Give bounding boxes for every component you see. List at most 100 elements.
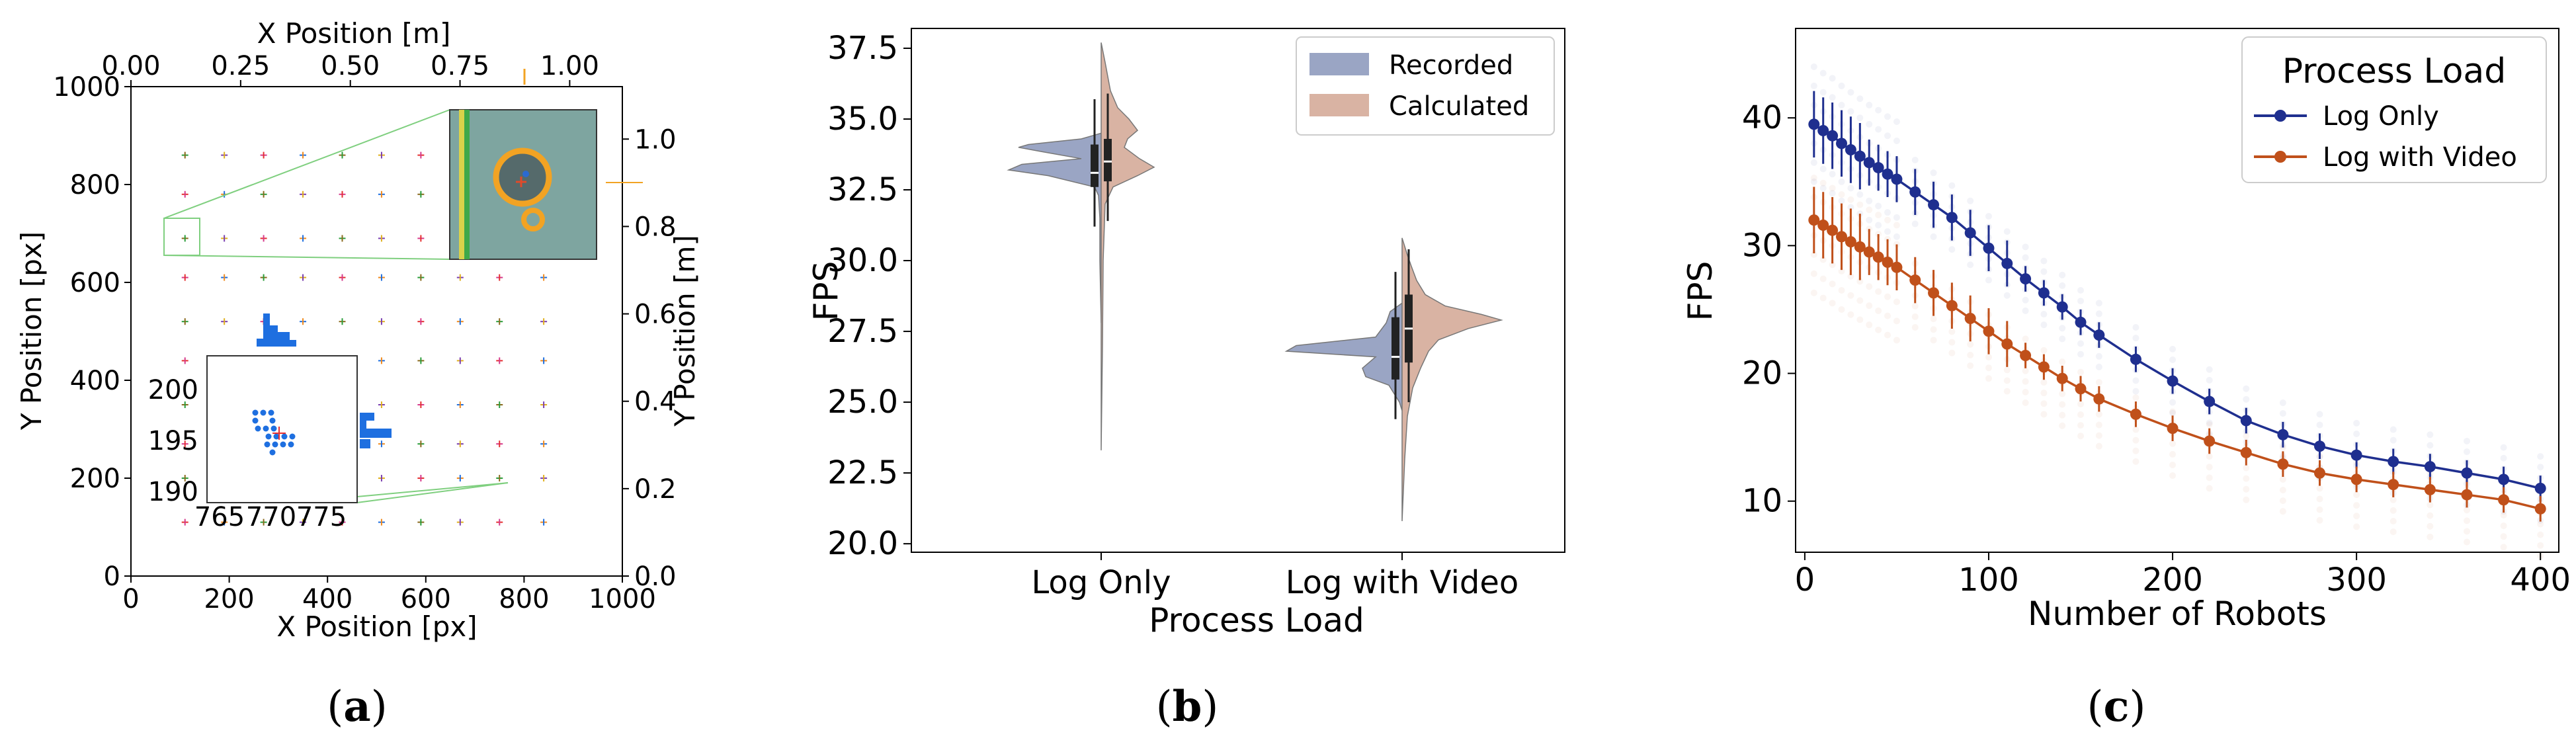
data-point bbox=[1882, 257, 1893, 269]
detection-marker bbox=[417, 151, 425, 159]
detection-marker bbox=[417, 519, 425, 526]
trial-point bbox=[1819, 294, 1827, 302]
trial-point bbox=[2500, 522, 2507, 530]
detection-marker bbox=[456, 519, 464, 526]
data-point bbox=[1817, 125, 1829, 137]
trial-point bbox=[1967, 197, 1974, 204]
trial-point bbox=[2427, 501, 2434, 509]
x-tick-label: 800 bbox=[499, 584, 549, 614]
trial-point bbox=[2279, 508, 2286, 515]
y-tick-label: 1000 bbox=[53, 72, 120, 103]
trial-point bbox=[2389, 528, 2397, 536]
detection-marker bbox=[417, 318, 425, 325]
y-tick-label: 400 bbox=[70, 366, 120, 396]
trial-point bbox=[2132, 458, 2140, 465]
data-point bbox=[2498, 494, 2510, 506]
inset-dot bbox=[255, 425, 261, 432]
data-point bbox=[1827, 130, 1839, 142]
trial-point bbox=[1856, 316, 1864, 323]
trial-point bbox=[2316, 495, 2323, 503]
y-tick-label: 10 bbox=[1742, 483, 1782, 520]
data-point bbox=[2240, 415, 2252, 427]
trial-point bbox=[1838, 178, 1845, 185]
inset-dot bbox=[263, 425, 269, 432]
data-point bbox=[1863, 157, 1875, 169]
x-axis-label: Number of Robots bbox=[2028, 595, 2327, 633]
detection-marker bbox=[300, 151, 307, 159]
data-point bbox=[2314, 440, 2326, 452]
data-point bbox=[2020, 350, 2032, 362]
trial-point bbox=[2059, 325, 2066, 332]
trial-point bbox=[2059, 335, 2066, 343]
trial-point bbox=[1847, 272, 1854, 280]
y-right-tick-label: 0.8 bbox=[634, 212, 677, 242]
trial-point bbox=[1875, 212, 1882, 219]
data-point bbox=[2001, 257, 2013, 269]
panel-b: 20.0 22.5 25.0 27.5 30.0 32.5 35.0 37.5 Log Onl… bbox=[807, 28, 1565, 731]
trial-point bbox=[1819, 179, 1827, 187]
trial-point bbox=[2243, 464, 2250, 472]
trial-point bbox=[1829, 94, 1836, 101]
trial-point bbox=[1838, 268, 1845, 275]
caption-a: (a) bbox=[327, 682, 387, 731]
trial-point bbox=[2059, 411, 2066, 419]
trial-point bbox=[2169, 408, 2177, 415]
trial-point bbox=[2077, 351, 2085, 358]
trial-point bbox=[1911, 324, 1919, 331]
data-point bbox=[1909, 186, 1921, 198]
y-right-tick-label: 1.0 bbox=[634, 124, 677, 155]
inset-dot bbox=[280, 441, 286, 448]
detection-marker bbox=[339, 519, 346, 526]
trial-point bbox=[1829, 261, 1836, 269]
data-point bbox=[1817, 219, 1829, 231]
trial-point bbox=[1838, 287, 1845, 294]
inset-dot bbox=[270, 425, 277, 432]
trial-point bbox=[2537, 453, 2544, 460]
y-tick-label: 200 bbox=[70, 464, 120, 494]
detection-marker bbox=[181, 318, 188, 325]
trial-point bbox=[2022, 399, 2029, 406]
trial-point bbox=[1866, 206, 1873, 214]
trial-point bbox=[2316, 421, 2323, 429]
detection-marker bbox=[496, 318, 503, 325]
data-point bbox=[2020, 273, 2032, 285]
trial-point bbox=[1866, 101, 1873, 108]
trial-point bbox=[1930, 326, 1937, 333]
x-tick-label: 1000 bbox=[589, 584, 656, 614]
trial-point bbox=[2132, 447, 2140, 454]
detection-marker bbox=[456, 440, 464, 448]
trial-point bbox=[2095, 353, 2102, 360]
trial-point bbox=[2279, 399, 2286, 406]
trial-point bbox=[2040, 411, 2048, 418]
trial-point bbox=[1884, 209, 1891, 216]
inset-line-top bbox=[356, 482, 509, 497]
trial-point bbox=[1911, 220, 1919, 228]
trial-point bbox=[2022, 335, 2029, 343]
detection-marker bbox=[378, 357, 385, 364]
trial-point bbox=[1985, 364, 1992, 372]
trial-point bbox=[2169, 409, 2177, 417]
detection-marker bbox=[378, 190, 385, 198]
trial-point bbox=[1948, 328, 1956, 335]
y-tick-label: 20 bbox=[1742, 355, 1782, 392]
trial-point bbox=[2040, 257, 2048, 265]
trial-point bbox=[1930, 169, 1937, 177]
detection-marker bbox=[378, 519, 385, 526]
legend-swatch-calculated bbox=[1309, 94, 1369, 116]
inset-y-tick: 190 bbox=[148, 477, 198, 507]
detection-marker bbox=[456, 318, 464, 325]
violin-calculated-log-only bbox=[1101, 42, 1155, 450]
legend-swatch-recorded bbox=[1309, 53, 1369, 75]
trial-point bbox=[2206, 366, 2213, 373]
data-point bbox=[1891, 261, 1903, 273]
trial-point bbox=[1856, 201, 1864, 208]
detection-marker bbox=[221, 274, 228, 281]
trial-point bbox=[1856, 191, 1864, 198]
panel-a: 200 195 190 765 770 775 0 200 400 600 800 100… bbox=[15, 17, 701, 731]
trial-point bbox=[2463, 517, 2470, 524]
trial-point bbox=[1810, 175, 1817, 182]
inset-dot bbox=[288, 441, 294, 448]
data-point bbox=[2388, 479, 2399, 491]
trial-point bbox=[2022, 388, 2029, 395]
